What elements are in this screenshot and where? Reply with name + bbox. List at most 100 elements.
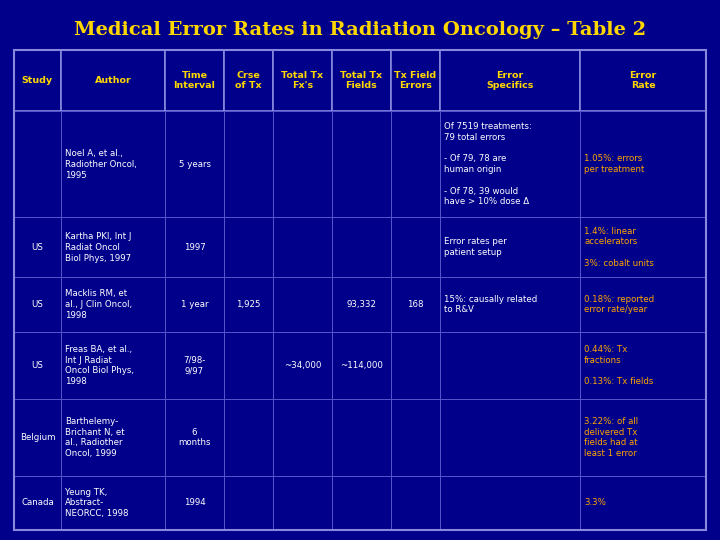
Bar (580, 476, 706, 530)
Text: Error
Rate: Error Rate (629, 71, 657, 90)
Bar (60, 278, 165, 332)
Text: 93,332: 93,332 (346, 300, 377, 309)
Bar (224, 476, 273, 530)
Bar (165, 50, 224, 111)
Bar (332, 278, 391, 332)
Bar (273, 217, 332, 278)
Text: Freas BA, et al.,
Int J Radiat
Oncol Biol Phys,
1998: Freas BA, et al., Int J Radiat Oncol Bio… (65, 345, 134, 386)
Text: 3.22%: of all
delivered Tx
fields had at
least 1 error: 3.22%: of all delivered Tx fields had at… (584, 417, 638, 458)
Bar (165, 278, 224, 332)
Text: Total Tx
Fx's: Total Tx Fx's (282, 71, 323, 90)
Text: 1 year: 1 year (181, 300, 208, 309)
Bar (580, 332, 706, 400)
Text: Author: Author (94, 76, 131, 85)
Bar (273, 332, 332, 400)
Bar (14, 332, 60, 400)
Bar (580, 111, 706, 217)
Bar (60, 217, 165, 278)
Bar (224, 278, 273, 332)
Text: ~114,000: ~114,000 (340, 361, 383, 370)
Bar (273, 111, 332, 217)
Bar (165, 111, 224, 217)
Bar (580, 217, 706, 278)
Text: US: US (32, 361, 43, 370)
Bar (60, 400, 165, 476)
Bar (332, 476, 391, 530)
Bar (14, 50, 706, 530)
Bar (224, 111, 273, 217)
Text: 0.18%: reported
error rate/year: 0.18%: reported error rate/year (584, 295, 654, 314)
Text: 6
months: 6 months (179, 428, 211, 447)
Text: Time
Interval: Time Interval (174, 71, 215, 90)
Bar (391, 111, 440, 217)
Bar (440, 278, 580, 332)
Text: 1.05%: errors
per treatment: 1.05%: errors per treatment (584, 154, 644, 174)
Bar (273, 400, 332, 476)
Bar (391, 278, 440, 332)
Text: US: US (32, 300, 43, 309)
Bar (14, 476, 60, 530)
Bar (580, 278, 706, 332)
Bar (14, 50, 60, 111)
Bar (14, 111, 60, 217)
Bar (14, 278, 60, 332)
Text: US: US (32, 243, 43, 252)
Bar (273, 476, 332, 530)
Bar (14, 217, 60, 278)
Text: 1,925: 1,925 (236, 300, 261, 309)
Bar (332, 332, 391, 400)
Bar (440, 217, 580, 278)
Text: Total Tx
Fields: Total Tx Fields (341, 71, 382, 90)
Bar (224, 400, 273, 476)
Bar (332, 400, 391, 476)
Text: 168: 168 (407, 300, 423, 309)
Bar (440, 111, 580, 217)
Bar (440, 50, 580, 111)
Bar (60, 476, 165, 530)
Text: Crse
of Tx: Crse of Tx (235, 71, 262, 90)
Text: Canada: Canada (21, 498, 54, 507)
Bar (332, 111, 391, 217)
Bar (391, 332, 440, 400)
Bar (165, 400, 224, 476)
Text: 7/98-
9/97: 7/98- 9/97 (184, 356, 206, 375)
Bar (224, 217, 273, 278)
Text: 1.4%: linear
accelerators

3%: cobalt units: 1.4%: linear accelerators 3%: cobalt uni… (584, 227, 654, 268)
Bar (165, 476, 224, 530)
Bar (580, 400, 706, 476)
Text: Kartha PKI, Int J
Radiat Oncol
Biol Phys, 1997: Kartha PKI, Int J Radiat Oncol Biol Phys… (65, 232, 131, 262)
Bar (391, 217, 440, 278)
Bar (273, 278, 332, 332)
Text: Barthelemy-
Brichant N, et
al., Radiother
Oncol, 1999: Barthelemy- Brichant N, et al., Radiothe… (65, 417, 125, 458)
Bar (60, 111, 165, 217)
Bar (332, 50, 391, 111)
Bar (440, 476, 580, 530)
Text: 15%: causally related
to R&V: 15%: causally related to R&V (444, 295, 537, 314)
Bar (224, 332, 273, 400)
Bar (440, 332, 580, 400)
Bar (224, 50, 273, 111)
Bar (391, 50, 440, 111)
Text: Belgium: Belgium (19, 433, 55, 442)
Bar (440, 400, 580, 476)
Bar (60, 332, 165, 400)
Bar (580, 50, 706, 111)
Text: ~34,000: ~34,000 (284, 361, 321, 370)
Text: 3.3%: 3.3% (584, 498, 606, 507)
Bar (273, 50, 332, 111)
Text: Error
Specifics: Error Specifics (486, 71, 534, 90)
Text: Macklis RM, et
al., J Clin Oncol,
1998: Macklis RM, et al., J Clin Oncol, 1998 (65, 289, 132, 320)
Bar (391, 476, 440, 530)
Text: 5 years: 5 years (179, 160, 210, 169)
Text: Study: Study (22, 76, 53, 85)
Bar (391, 400, 440, 476)
Text: 0.44%: Tx
fractions

0.13%: Tx fields: 0.44%: Tx fractions 0.13%: Tx fields (584, 345, 654, 386)
Bar (60, 50, 165, 111)
Text: Tx Field
Errors: Tx Field Errors (395, 71, 436, 90)
Bar (332, 217, 391, 278)
Text: Yeung TK,
Abstract-
NEORCC, 1998: Yeung TK, Abstract- NEORCC, 1998 (65, 488, 128, 518)
Text: 1994: 1994 (184, 498, 205, 507)
Text: Of 7519 treatments:
79 total errors

- Of 79, 78 are
human origin

- Of 78, 39 w: Of 7519 treatments: 79 total errors - Of… (444, 122, 532, 206)
Text: Medical Error Rates in Radiation Oncology – Table 2: Medical Error Rates in Radiation Oncolog… (74, 21, 646, 39)
Text: 1997: 1997 (184, 243, 205, 252)
